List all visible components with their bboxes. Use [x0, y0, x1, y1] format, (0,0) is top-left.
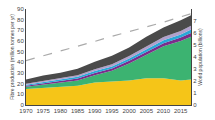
svg-text:1980: 1980 — [54, 108, 68, 114]
svg-text:3: 3 — [193, 66, 197, 72]
svg-text:4: 4 — [193, 54, 197, 60]
svg-text:20: 20 — [17, 81, 24, 87]
svg-text:1985: 1985 — [71, 108, 85, 114]
svg-text:2000: 2000 — [122, 108, 136, 114]
svg-text:1: 1 — [193, 90, 197, 96]
svg-text:10: 10 — [17, 91, 24, 97]
svg-text:6: 6 — [193, 30, 197, 36]
svg-text:40: 40 — [17, 59, 24, 65]
svg-text:0: 0 — [193, 102, 197, 108]
svg-text:7: 7 — [193, 18, 197, 24]
svg-text:30: 30 — [17, 70, 24, 76]
svg-text:90: 90 — [17, 6, 24, 12]
svg-text:World population (billions): World population (billions) — [197, 28, 203, 86]
svg-text:0: 0 — [20, 102, 24, 108]
svg-text:5: 5 — [193, 42, 197, 48]
svg-text:70: 70 — [17, 27, 24, 33]
svg-text:2010: 2010 — [157, 108, 171, 114]
svg-text:1975: 1975 — [37, 108, 51, 114]
svg-text:1995: 1995 — [105, 108, 119, 114]
svg-text:60: 60 — [17, 38, 24, 44]
svg-text:80: 80 — [17, 17, 24, 23]
svg-text:1970: 1970 — [19, 108, 33, 114]
svg-text:1990: 1990 — [88, 108, 102, 114]
svg-text:2015: 2015 — [174, 108, 188, 114]
svg-text:2: 2 — [193, 78, 197, 84]
svg-text:2005: 2005 — [140, 108, 154, 114]
svg-text:Fibre production (million tonn: Fibre production (million tonnes per yr) — [9, 14, 15, 100]
svg-text:50: 50 — [17, 49, 24, 55]
